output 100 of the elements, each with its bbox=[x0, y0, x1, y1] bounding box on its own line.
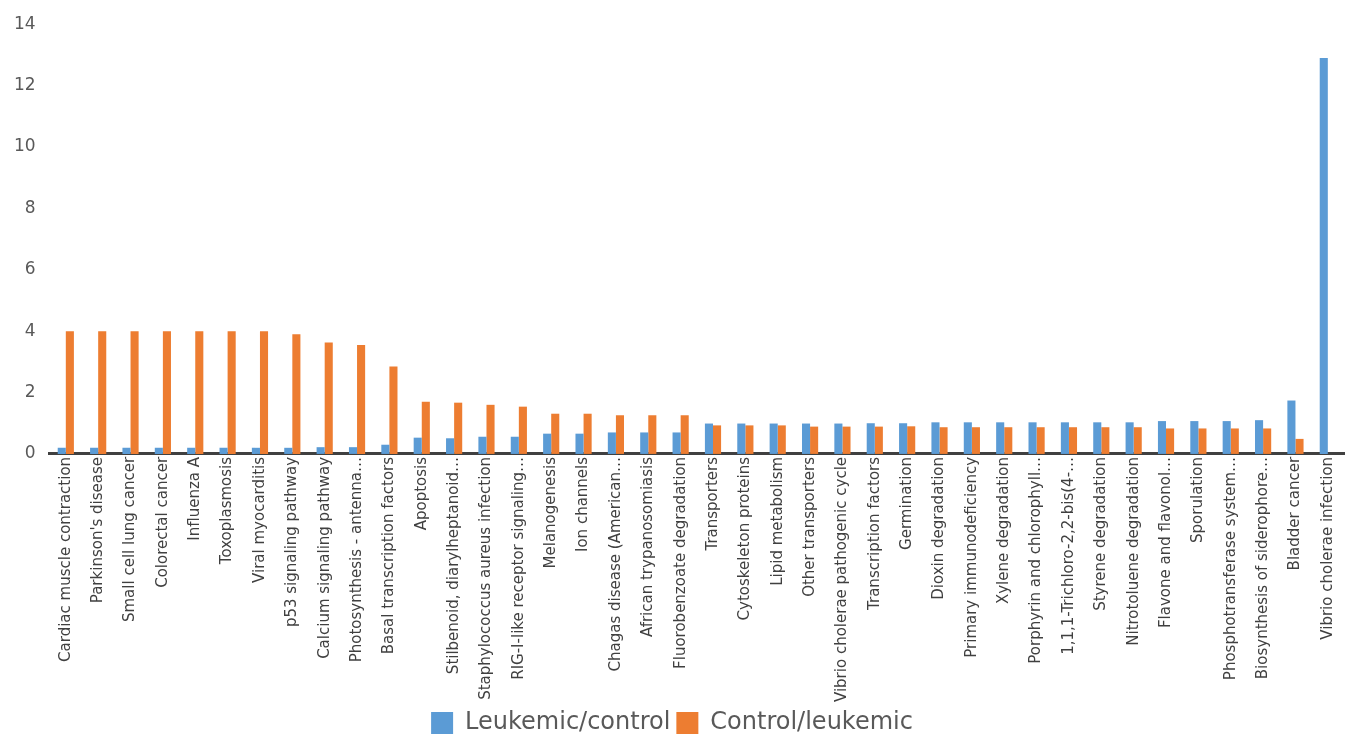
bar bbox=[518, 406, 527, 454]
x-tick-label: Fluorobenzoate degradation bbox=[670, 456, 689, 669]
bar bbox=[551, 413, 560, 454]
bar bbox=[745, 425, 754, 454]
bar bbox=[615, 415, 625, 454]
bar bbox=[122, 447, 131, 454]
bar bbox=[1068, 427, 1078, 454]
y-tick-label: 6 bbox=[24, 258, 36, 279]
y-tick-label: 0 bbox=[24, 442, 36, 463]
bar bbox=[777, 425, 786, 454]
bar bbox=[90, 447, 99, 454]
bar bbox=[65, 331, 74, 454]
x-tick-label: Xylene degradation bbox=[994, 456, 1013, 605]
x-tick-label: Influenza A bbox=[185, 456, 204, 541]
x-tick-label: Nitrotoluene degradation bbox=[1123, 456, 1142, 646]
bar bbox=[162, 331, 171, 454]
bar bbox=[1263, 428, 1272, 454]
bar bbox=[57, 447, 66, 454]
bar bbox=[446, 438, 455, 454]
x-tick-label: Transporters bbox=[702, 456, 721, 552]
bar bbox=[1060, 422, 1069, 454]
bar bbox=[130, 331, 139, 454]
bar bbox=[1093, 422, 1102, 454]
x-tick-label: Basal transcription factors bbox=[379, 456, 398, 655]
x-tick-label: Stilbenoid, diarylheptanoid… bbox=[444, 456, 463, 675]
x-tick-label: Transcription factors bbox=[864, 456, 883, 611]
bar bbox=[1101, 427, 1110, 454]
bar bbox=[413, 437, 422, 454]
bar bbox=[421, 401, 430, 454]
bar bbox=[1287, 400, 1296, 454]
y-tick-label: 2 bbox=[24, 380, 36, 401]
bar bbox=[348, 447, 358, 454]
x-tick-label: Porphyrin and chlorophyll… bbox=[1026, 456, 1045, 664]
x-tick-label: RIG-I-like receptor signaling… bbox=[508, 456, 527, 680]
bar bbox=[510, 436, 519, 454]
x-tick-label: Germination bbox=[897, 456, 916, 550]
x-tick-label: Primary immunodeficiency bbox=[961, 456, 980, 658]
bar bbox=[154, 447, 163, 454]
legend-label: Control/leukemic bbox=[710, 707, 913, 736]
x-tick-label: Flavone and flavonol… bbox=[1155, 456, 1174, 629]
bar bbox=[486, 404, 495, 454]
bar bbox=[834, 423, 843, 454]
x-tick-label: Phosphotransferase system… bbox=[1220, 456, 1239, 681]
x-tick-label: Apoptosis bbox=[411, 456, 430, 531]
bar bbox=[971, 427, 980, 454]
bar bbox=[381, 444, 390, 454]
bar bbox=[1198, 428, 1207, 454]
bar bbox=[640, 432, 649, 454]
bar bbox=[842, 426, 851, 454]
bar bbox=[543, 433, 552, 454]
y-tick-label: 14 bbox=[13, 12, 36, 33]
x-tick-label: Melanogenesis bbox=[541, 456, 560, 569]
bar bbox=[704, 423, 713, 454]
x-tick-label: 1,1,1-Trichloro-2,2-bis(4-… bbox=[1058, 456, 1077, 655]
bar bbox=[769, 423, 778, 454]
bar bbox=[996, 422, 1005, 454]
bar bbox=[583, 413, 592, 454]
bar bbox=[478, 436, 487, 454]
x-tick-label: Parkinson's disease bbox=[88, 456, 107, 604]
x-tick-label: Vibrio cholerae infection bbox=[1317, 456, 1336, 640]
bar bbox=[1255, 420, 1264, 454]
y-tick-label: 10 bbox=[13, 135, 36, 156]
x-tick-label: Calcium signaling pathway bbox=[314, 456, 333, 659]
x-tick-label: Ion channels bbox=[573, 456, 592, 552]
bar bbox=[357, 344, 366, 454]
x-tick-label: Sporulation bbox=[1188, 456, 1207, 543]
bar bbox=[575, 433, 584, 454]
bar bbox=[1319, 57, 1328, 454]
x-tick-label: Cardiac muscle contraction bbox=[55, 456, 74, 662]
legend-label: Leukemic/control bbox=[465, 707, 671, 736]
bar bbox=[219, 447, 228, 454]
x-tick-label: Cytoskeleton proteins bbox=[735, 456, 754, 621]
bar bbox=[899, 423, 908, 454]
bar bbox=[1028, 422, 1037, 454]
bar bbox=[324, 342, 333, 454]
bar bbox=[907, 426, 916, 454]
x-tick-label: Colorectal cancer bbox=[152, 456, 171, 588]
bar bbox=[316, 447, 325, 454]
bar bbox=[1295, 438, 1304, 454]
bar bbox=[187, 447, 196, 454]
bar bbox=[195, 331, 204, 454]
bar bbox=[713, 425, 722, 454]
bar bbox=[1036, 427, 1045, 454]
bar bbox=[801, 423, 811, 454]
bar bbox=[1166, 428, 1175, 454]
bar bbox=[963, 422, 972, 454]
x-tick-label: p53 signaling pathway bbox=[282, 456, 301, 628]
x-tick-label: Staphylococcus aureus infection bbox=[476, 456, 495, 700]
bar bbox=[874, 426, 883, 454]
bar bbox=[227, 331, 236, 454]
x-tick-label: Toxoplasmosis bbox=[217, 456, 236, 566]
bar bbox=[866, 423, 875, 454]
x-tick-label: Chagas disease (American… bbox=[605, 456, 624, 672]
bar bbox=[680, 415, 689, 454]
bar bbox=[810, 426, 819, 454]
bar bbox=[98, 331, 107, 454]
bar bbox=[292, 334, 301, 454]
bar bbox=[931, 422, 940, 454]
x-tick-label: Other transporters bbox=[799, 456, 818, 597]
x-tick-label: Small cell lung cancer bbox=[120, 456, 139, 623]
